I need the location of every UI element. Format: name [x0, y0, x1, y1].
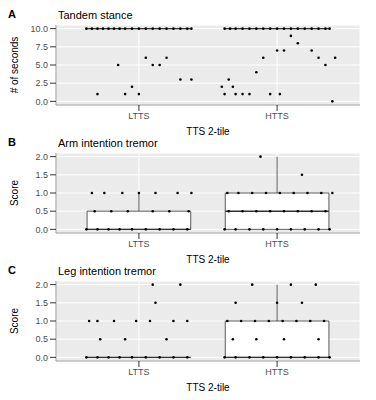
- svg-text:2.0: 2.0: [35, 152, 48, 162]
- svg-text:0.5: 0.5: [35, 206, 48, 216]
- svg-text:2.5: 2.5: [35, 78, 48, 88]
- svg-text:# of seconds: # of seconds: [9, 37, 20, 94]
- html-text:Leg intention tremor: Leg intention tremor: [58, 265, 156, 277]
- svg-text:TTS 2-tile: TTS 2-tile: [186, 126, 230, 135]
- svg-text:5.0: 5.0: [35, 60, 48, 70]
- svg-text:1.0: 1.0: [35, 188, 48, 198]
- html-text:Arm intention tremor: Arm intention tremor: [58, 137, 158, 149]
- html-text:B: B: [8, 136, 16, 148]
- svg-text:1.5: 1.5: [35, 298, 48, 308]
- svg-text:Score: Score: [9, 180, 20, 207]
- svg-text:TTS 2-tile: TTS 2-tile: [186, 254, 230, 263]
- svg-text:1.0: 1.0: [35, 316, 48, 326]
- svg-text:HTTS: HTTS: [265, 367, 289, 377]
- svg-text:LTTS: LTTS: [128, 367, 149, 377]
- svg-text:Score: Score: [9, 308, 20, 335]
- svg-text:HTTS: HTTS: [265, 239, 289, 249]
- svg-text:0.5: 0.5: [35, 334, 48, 344]
- svg-text:LTTS: LTTS: [128, 239, 149, 249]
- html-text:A: A: [8, 8, 16, 20]
- svg-text:LTTS: LTTS: [128, 111, 149, 121]
- svg-text:1.5: 1.5: [35, 170, 48, 180]
- svg-text:7.5: 7.5: [35, 42, 48, 52]
- html-text:Tandem stance: Tandem stance: [58, 9, 133, 21]
- svg-text:HTTS: HTTS: [265, 111, 289, 121]
- html-text:C: C: [8, 264, 16, 276]
- svg-text:10.0: 10.0: [30, 24, 48, 34]
- svg-text:0.0: 0.0: [35, 225, 48, 235]
- svg-text:2.0: 2.0: [35, 280, 48, 290]
- svg-text:0.0: 0.0: [35, 353, 48, 363]
- svg-text:0.0: 0.0: [35, 97, 48, 107]
- svg-text:TTS 2-tile: TTS 2-tile: [186, 382, 230, 391]
